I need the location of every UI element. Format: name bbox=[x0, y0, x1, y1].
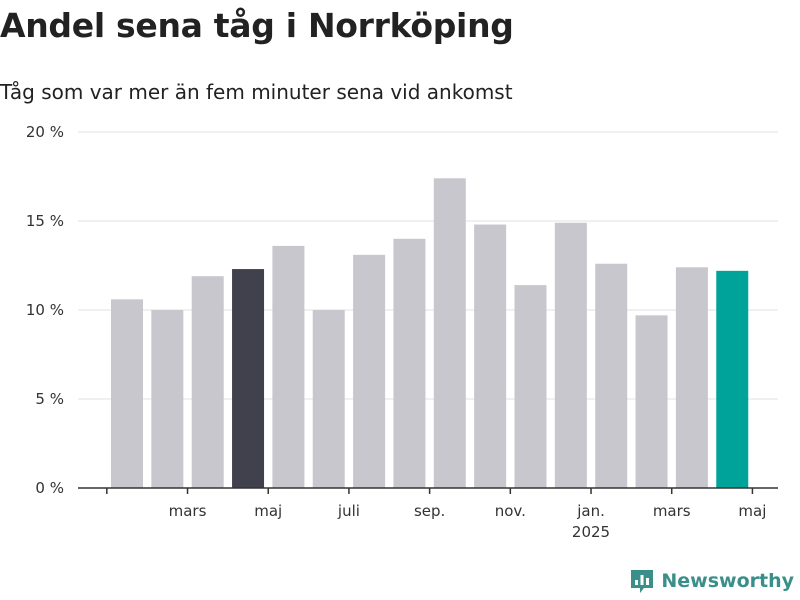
bar bbox=[151, 310, 184, 488]
y-tick-label: 15 % bbox=[26, 212, 64, 230]
bar bbox=[312, 310, 345, 488]
bar bbox=[675, 267, 708, 488]
bar bbox=[474, 224, 507, 488]
x-axis bbox=[78, 487, 778, 494]
newsworthy-chart-logo-icon bbox=[631, 570, 654, 593]
chart-subtitle: Tåg som var mer än fem minuter sena vid … bbox=[0, 80, 513, 104]
y-tick-label: 0 % bbox=[35, 479, 64, 497]
y-tick-label: 10 % bbox=[26, 301, 64, 319]
x-tick-label: maj bbox=[738, 502, 766, 520]
x-tick-label: nov. bbox=[495, 502, 526, 520]
bar bbox=[393, 238, 426, 488]
x-tick-sublabel: 2025 bbox=[572, 523, 610, 541]
x-tick-label: mars bbox=[653, 502, 691, 520]
x-tick-label: maj bbox=[254, 502, 282, 520]
x-tick-label: juli bbox=[337, 502, 360, 520]
brand-name: Newsworthy bbox=[661, 570, 794, 592]
y-axis-labels: 0 % 5 % 10 % 15 % 20 % bbox=[26, 123, 64, 497]
x-tick-label: jan. bbox=[576, 502, 605, 520]
bar bbox=[272, 245, 305, 488]
bar bbox=[554, 222, 587, 488]
bar bbox=[514, 285, 547, 488]
bar bbox=[111, 299, 143, 488]
y-tick-label: 5 % bbox=[35, 390, 64, 408]
bar bbox=[595, 263, 628, 488]
chart-title: Andel sena tåg i Norrköping bbox=[0, 6, 514, 45]
bar bbox=[433, 178, 466, 488]
x-axis-labels: mars maj juli sep. nov. jan. 2025 mars maj bbox=[169, 502, 767, 541]
x-tick-label: mars bbox=[169, 502, 207, 520]
bars bbox=[111, 178, 749, 488]
bar bbox=[635, 315, 668, 488]
y-tick-label: 20 % bbox=[26, 123, 64, 141]
bar bbox=[716, 270, 749, 488]
bar bbox=[191, 276, 224, 488]
x-tick-label: sep. bbox=[414, 502, 445, 520]
brand-logo: Newsworthy bbox=[629, 568, 794, 594]
bar bbox=[232, 269, 265, 488]
bar bbox=[353, 254, 386, 488]
